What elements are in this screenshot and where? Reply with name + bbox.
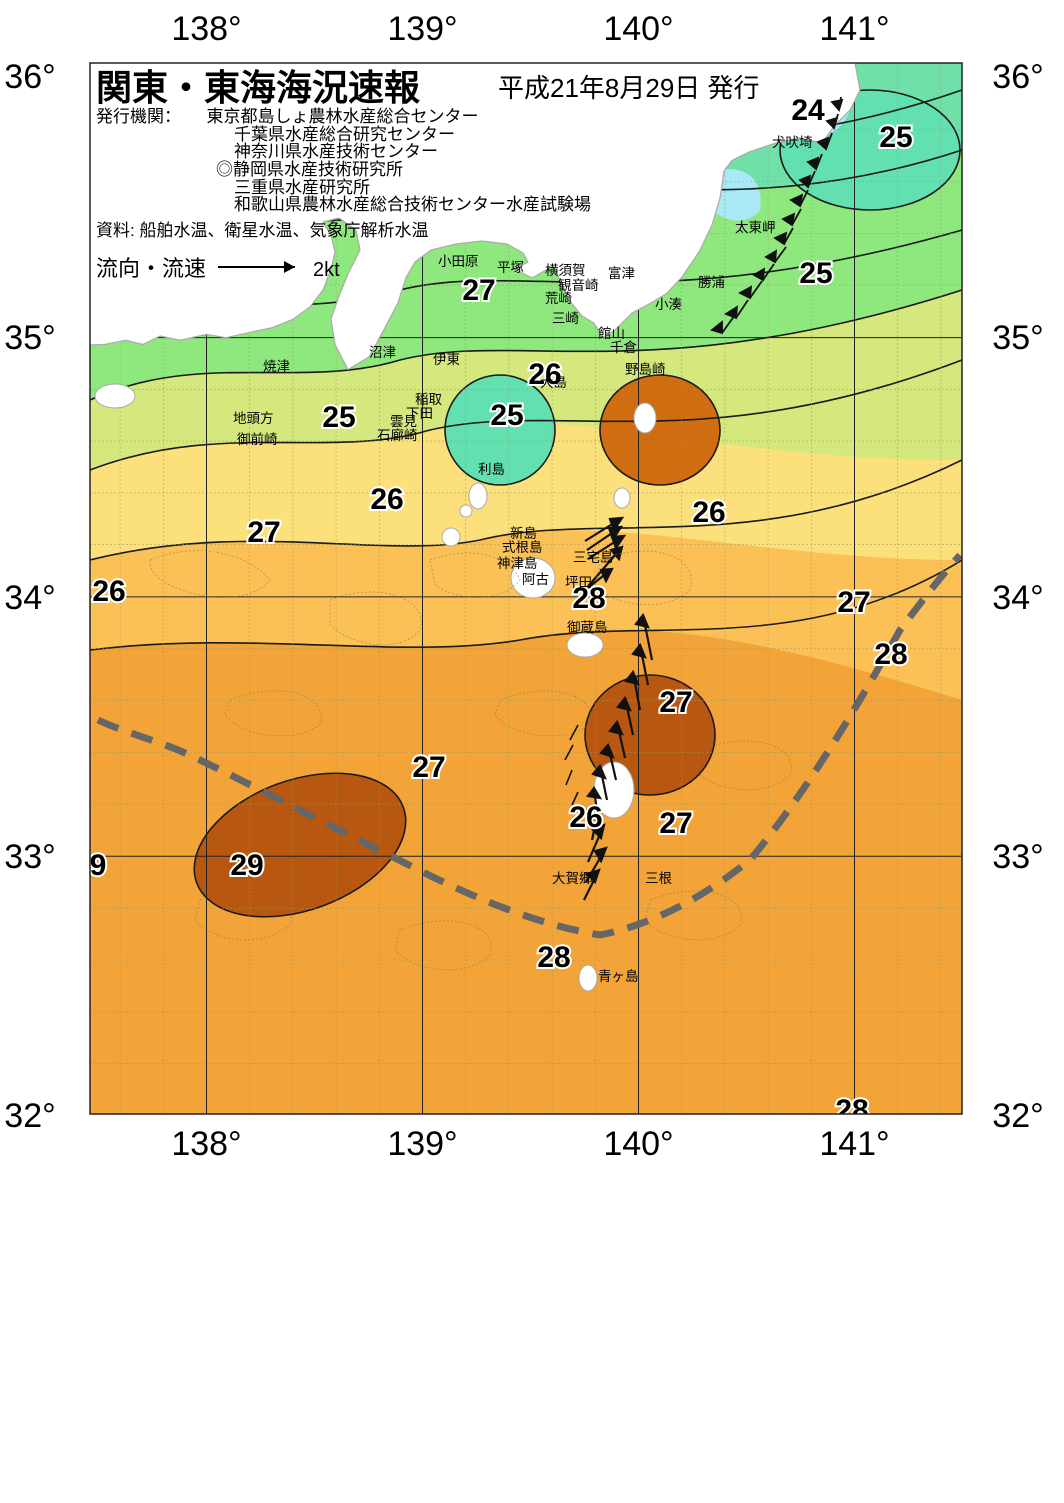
svg-text:2kt: 2kt — [313, 259, 340, 281]
svg-text:36°: 36° — [4, 58, 55, 96]
svg-text:富津: 富津 — [608, 265, 635, 281]
svg-text:小田原: 小田原 — [438, 254, 479, 269]
svg-text:坪田: 坪田 — [565, 575, 592, 590]
svg-text:140°: 140° — [603, 1125, 673, 1163]
svg-text:26: 26 — [692, 496, 725, 529]
svg-text:27: 27 — [412, 751, 445, 784]
svg-text:利島: 利島 — [478, 462, 505, 477]
svg-text:32°: 32° — [4, 1097, 55, 1135]
svg-text:32°: 32° — [992, 1097, 1043, 1135]
svg-text:伊東: 伊東 — [433, 352, 460, 367]
svg-text:25: 25 — [879, 121, 912, 154]
svg-text:25: 25 — [322, 401, 355, 434]
svg-text:◎静岡県水産技術研究所: ◎静岡県水産技術研究所 — [216, 160, 403, 179]
svg-text:御蔵島: 御蔵島 — [567, 620, 608, 635]
svg-text:27: 27 — [659, 686, 692, 719]
svg-text:34°: 34° — [992, 579, 1043, 617]
svg-text:太東岬: 太東岬 — [735, 220, 776, 235]
svg-text:三宅島: 三宅島 — [573, 550, 614, 565]
svg-text:26: 26 — [370, 483, 403, 516]
svg-text:36°: 36° — [992, 58, 1043, 96]
svg-text:犬吠埼: 犬吠埼 — [772, 135, 813, 150]
svg-text:雲見: 雲見 — [390, 414, 417, 429]
svg-text:9: 9 — [90, 849, 107, 882]
svg-text:29: 29 — [230, 849, 263, 882]
svg-text:神奈川県水産技術センター: 神奈川県水産技術センター — [234, 142, 438, 161]
svg-text:平塚: 平塚 — [497, 260, 525, 275]
svg-text:33°: 33° — [992, 838, 1043, 876]
svg-text:35°: 35° — [4, 319, 55, 357]
svg-text:大賀郷: 大賀郷 — [552, 871, 593, 886]
svg-text:27: 27 — [837, 586, 870, 619]
svg-text:27: 27 — [659, 807, 692, 840]
svg-text:141°: 141° — [819, 1125, 889, 1163]
svg-text:28: 28 — [874, 638, 907, 671]
svg-text:139°: 139° — [387, 10, 457, 48]
svg-text:35°: 35° — [992, 319, 1043, 357]
svg-text:26: 26 — [92, 575, 125, 608]
svg-text:139°: 139° — [387, 1125, 457, 1163]
svg-text:27: 27 — [462, 274, 495, 307]
svg-text:勝浦: 勝浦 — [698, 275, 725, 290]
svg-text:34°: 34° — [4, 579, 55, 617]
svg-text:平成21年8月29日 発行: 平成21年8月29日 発行 — [498, 73, 760, 103]
svg-text:25: 25 — [490, 399, 523, 432]
svg-text:138°: 138° — [171, 1125, 241, 1163]
svg-text:28: 28 — [537, 941, 570, 974]
svg-text:沼津: 沼津 — [369, 345, 396, 360]
svg-text:141°: 141° — [819, 10, 889, 48]
svg-text:三根: 三根 — [645, 871, 673, 886]
svg-text:横須賀: 横須賀 — [545, 263, 586, 278]
svg-text:関東・東海海況速報: 関東・東海海況速報 — [96, 67, 420, 108]
svg-text:阿古: 阿古 — [522, 572, 549, 587]
svg-text:新島: 新島 — [510, 526, 537, 541]
svg-text:24: 24 — [791, 94, 825, 127]
svg-text:稲取: 稲取 — [415, 392, 442, 407]
svg-text:27: 27 — [247, 516, 280, 549]
svg-text:大島: 大島 — [540, 375, 567, 390]
svg-text:神津島: 神津島 — [497, 556, 538, 571]
svg-text:25: 25 — [799, 257, 832, 290]
svg-text:和歌山県農林水産総合技術センター水産試験場: 和歌山県農林水産総合技術センター水産試験場 — [234, 195, 591, 214]
svg-text:御前崎: 御前崎 — [237, 431, 278, 447]
svg-text:140°: 140° — [603, 10, 673, 48]
svg-text:荒崎: 荒崎 — [545, 291, 572, 306]
svg-text:資料: 船舶水温、衛星水温、気象庁解析水温: 資料: 船舶水温、衛星水温、気象庁解析水温 — [96, 221, 428, 240]
svg-text:小湊: 小湊 — [655, 296, 683, 312]
svg-text:館山: 館山 — [598, 326, 625, 341]
svg-text:26: 26 — [569, 801, 602, 834]
svg-text:野島崎: 野島崎 — [625, 362, 666, 377]
svg-text:青ヶ島: 青ヶ島 — [598, 969, 639, 984]
svg-text:焼津: 焼津 — [263, 359, 290, 374]
svg-text:地頭方: 地頭方 — [233, 411, 274, 426]
svg-text:33°: 33° — [4, 838, 55, 876]
svg-text:千倉: 千倉 — [610, 340, 638, 355]
svg-text:三崎: 三崎 — [552, 311, 579, 326]
svg-text:流向・流速: 流向・流速 — [96, 256, 206, 281]
svg-text:138°: 138° — [171, 10, 241, 48]
svg-text:発行機関： 東京都島しょ農林水産総合センター: 発行機関： 東京都島しょ農林水産総合センター — [96, 107, 479, 126]
svg-text:石廊崎: 石廊崎 — [377, 427, 418, 443]
svg-text:式根島: 式根島 — [502, 540, 543, 555]
